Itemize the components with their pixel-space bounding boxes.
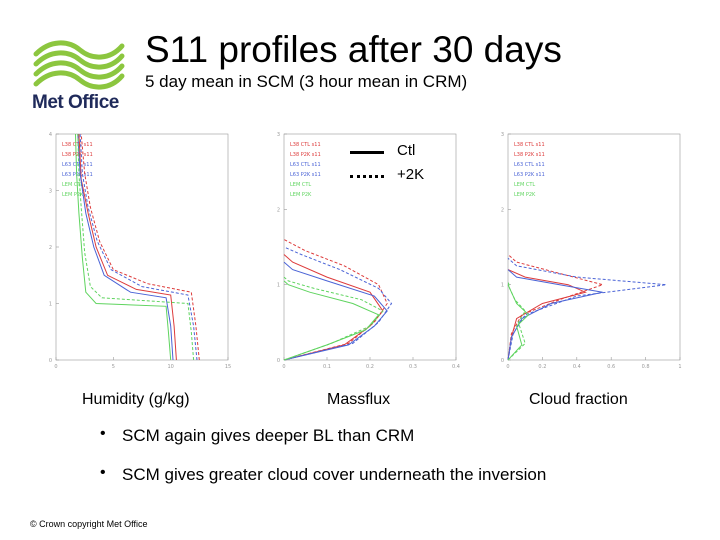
series-legend-label: L38 CTL s11 [514, 142, 545, 148]
x-tick-label: 0.2 [366, 364, 374, 370]
series-legend-label: L38 P2K s11 [62, 152, 93, 158]
series-legend-label: L63 CTL s11 [290, 162, 321, 168]
slide-title: S11 profiles after 30 days [145, 29, 562, 70]
dotted-line-swatch [350, 175, 384, 178]
legend-2k-label: +2K [397, 166, 425, 183]
x-tick-label: 0.8 [642, 364, 650, 370]
series-line-red-dashed [507, 254, 605, 361]
x-tick-label: 0.6 [607, 364, 615, 370]
massflux-profile-chart: 0 1 2 3 0 0.1 0.2 0.3 0.4 L38 CTL s11 L38 P2K s11 L… [264, 126, 464, 384]
series-legend-label: LEM CTL [62, 182, 83, 188]
series-line-green-dashed [283, 276, 384, 361]
series-legend-label: L63 CTL s11 [514, 162, 545, 168]
series-legend-label: L38 CTL s11 [290, 142, 321, 148]
cloud-fraction-profile-chart: 0 1 2 3 0 0.2 0.4 0.6 0.8 1 L38 CTL s11 L38 P2K s11… [488, 126, 688, 384]
legend-ctl-label: Ctl [397, 142, 416, 159]
humidity-profile-chart: 0 1 2 3 4 0 5 10 15 L38 CTL s11 L38 P2K s11 L63 CTL… [36, 126, 236, 384]
copyright-footer: © Crown copyright Met Office [30, 519, 148, 529]
y-tick-label: 1 [501, 283, 504, 289]
bullet-list: SCM again gives deeper BL than CRM SCM g… [100, 425, 546, 504]
series-legend-label: L63 P2K s11 [290, 172, 321, 178]
y-tick-label: 3 [277, 132, 280, 138]
series-line-green-dashed [507, 280, 526, 361]
plot-frame [507, 133, 681, 361]
line-style-legend: Ctl +2K [348, 142, 438, 188]
y-tick-label: 4 [49, 132, 52, 138]
x-tick-label: 0 [54, 364, 57, 370]
x-tick-label: 0 [506, 364, 509, 370]
series-line-red-dashed [283, 239, 388, 361]
series-line-green-dashed [77, 133, 195, 361]
series-legend-label: LEM P2K [62, 192, 84, 198]
series-legend-label: LEM P2K [290, 192, 312, 198]
y-tick-label: 2 [501, 207, 504, 213]
y-tick-label: 2 [49, 245, 52, 251]
series-line-blue-dashed [283, 246, 393, 361]
series-line-red-solid [507, 269, 587, 361]
humidity-chart-svg: 0 1 2 3 4 0 5 10 15 L38 CTL s11 L38 P2K s11 L63 CTL… [49, 132, 231, 370]
x-tick-label: 0.4 [452, 364, 460, 370]
cloud-chart-svg: 0 1 2 3 0 0.2 0.4 0.6 0.8 1 L38 CTL s11 L38 P2K s11… [501, 132, 682, 370]
y-tick-label: 3 [49, 189, 52, 195]
series-legend-label: L38 P2K s11 [514, 152, 545, 158]
x-tick-label: 1 [678, 364, 681, 370]
humidity-caption: Humidity (g/kg) [82, 391, 190, 408]
series-line-red-dashed [80, 133, 200, 361]
x-tick-label: 0.2 [538, 364, 546, 370]
series-legend-label: L63 P2K s11 [62, 172, 93, 178]
x-tick-label: 0.4 [573, 364, 581, 370]
x-tick-label: 5 [112, 364, 115, 370]
legend-2k: +2K [348, 166, 438, 186]
met-office-logo [30, 32, 126, 118]
logo-wave-icon [33, 40, 125, 90]
x-tick-label: 0.1 [323, 364, 331, 370]
legend-ctl: Ctl [348, 142, 438, 162]
y-tick-label: 2 [277, 207, 280, 213]
series-line-blue-dashed [507, 257, 667, 361]
series-legend-label: L38 P2K s11 [290, 152, 321, 158]
x-tick-label: 15 [225, 364, 231, 370]
x-tick-label: 10 [167, 364, 173, 370]
series-legend-label: L38 CTL s11 [62, 142, 93, 148]
series-line-red-solid [78, 133, 177, 361]
y-tick-label: 1 [49, 302, 52, 308]
series-legend-label: L63 P2K s11 [514, 172, 545, 178]
slide-subtitle: 5 day mean in SCM (3 hour mean in CRM) [145, 72, 468, 91]
series-line-green-solid [75, 133, 172, 361]
series-legend-label: LEM CTL [514, 182, 535, 188]
massflux-caption: Massflux [327, 391, 391, 408]
y-tick-label: 0 [277, 358, 280, 364]
y-tick-label: 3 [501, 132, 504, 138]
series-legend-label: L63 CTL s11 [62, 162, 93, 168]
cloud-caption: Cloud fraction [529, 391, 628, 408]
series-legend-label: LEM P2K [514, 192, 536, 198]
series-line-red-solid [283, 254, 384, 361]
y-tick-label: 1 [277, 283, 280, 289]
series-legend-label: LEM CTL [290, 182, 311, 188]
x-tick-label: 0 [282, 364, 285, 370]
series-line-blue-dashed [79, 133, 198, 361]
logo-text: Met Office [32, 92, 119, 113]
series-line-blue-solid [77, 133, 174, 361]
bullet-item: SCM again gives deeper BL than CRM [100, 425, 546, 446]
x-tick-label: 0.3 [409, 364, 417, 370]
massflux-chart-svg: 0 1 2 3 0 0.1 0.2 0.3 0.4 L38 CTL s11 L38 P2K s11 L… [277, 132, 460, 370]
y-tick-label: 0 [501, 358, 504, 364]
solid-line-swatch [350, 151, 384, 154]
bullet-item: SCM gives greater cloud cover underneath… [100, 464, 546, 485]
series-line-blue-solid [283, 261, 388, 361]
y-tick-label: 0 [49, 358, 52, 364]
